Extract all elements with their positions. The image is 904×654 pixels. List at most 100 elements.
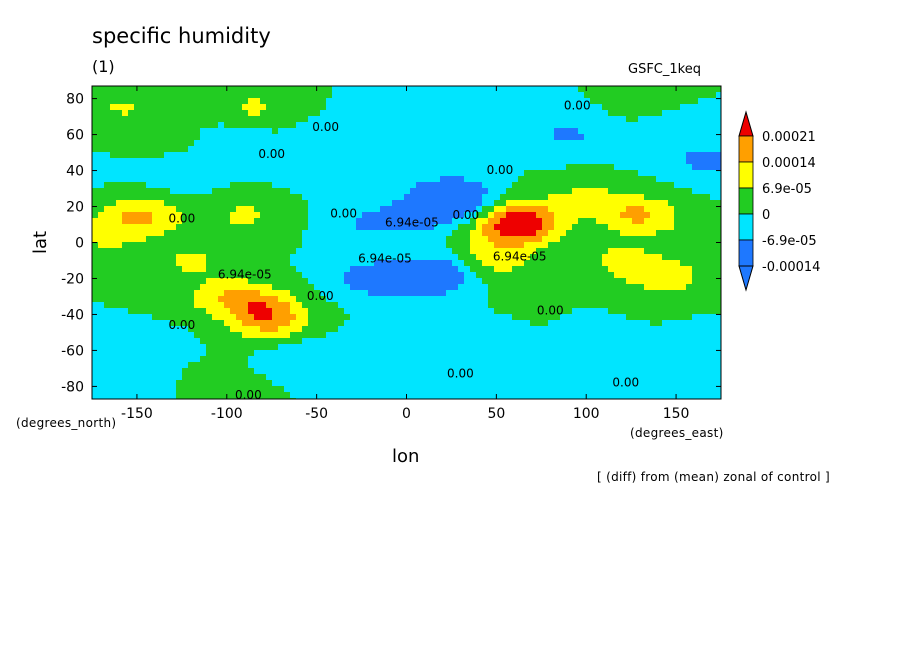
field-cell: [440, 158, 447, 165]
field-cell: [176, 146, 183, 153]
field-cell: [530, 176, 537, 183]
field-cell: [188, 200, 195, 207]
field-cell: [260, 212, 267, 219]
field-cell: [248, 212, 255, 219]
field-cell: [272, 224, 279, 231]
field-cell: [470, 260, 477, 267]
field-cell: [296, 386, 303, 393]
field-cell: [440, 308, 447, 315]
field-cell: [542, 392, 549, 399]
field-cell: [146, 164, 153, 171]
field-cell: [98, 266, 105, 273]
field-cell: [266, 260, 273, 267]
field-cell: [326, 266, 333, 273]
field-cell: [182, 200, 189, 207]
field-cell: [290, 134, 297, 141]
field-cell: [206, 104, 213, 111]
field-cell: [314, 326, 321, 333]
field-cell: [218, 392, 225, 399]
field-cell: [644, 350, 651, 357]
field-cell: [614, 98, 621, 105]
field-cell: [566, 98, 573, 105]
field-cell: [326, 212, 333, 219]
field-cell: [176, 290, 183, 297]
field-cell: [206, 152, 213, 159]
field-cell: [194, 308, 201, 315]
field-cell: [470, 296, 477, 303]
field-cell: [368, 308, 375, 315]
field-cell: [590, 128, 597, 135]
field-cell: [554, 260, 561, 267]
field-cell: [434, 362, 441, 369]
field-cell: [506, 152, 513, 159]
field-cell: [446, 116, 453, 123]
field-cell: [200, 224, 207, 231]
field-cell: [236, 194, 243, 201]
field-cell: [446, 314, 453, 321]
field-cell: [266, 170, 273, 177]
field-cell: [464, 344, 471, 351]
field-cell: [350, 224, 357, 231]
field-cell: [620, 344, 627, 351]
field-cell: [380, 122, 387, 129]
field-cell: [554, 290, 561, 297]
field-cell: [596, 380, 603, 387]
field-cell: [308, 308, 315, 315]
field-cell: [380, 152, 387, 159]
field-cell: [284, 392, 291, 399]
field-cell: [584, 146, 591, 153]
field-cell: [194, 188, 201, 195]
field-cell: [290, 164, 297, 171]
field-cell: [308, 170, 315, 177]
field-cell: [554, 302, 561, 309]
field-cell: [218, 356, 225, 363]
field-cell: [122, 110, 129, 117]
field-cell: [170, 242, 177, 249]
field-cell: [98, 260, 105, 267]
field-cell: [452, 128, 459, 135]
field-cell: [326, 356, 333, 363]
field-cell: [488, 152, 495, 159]
field-cell: [290, 254, 297, 261]
field-cell: [446, 260, 453, 267]
field-cell: [548, 164, 555, 171]
field-cell: [512, 260, 519, 267]
field-cell: [476, 362, 483, 369]
field-cell: [626, 254, 633, 261]
field-cell: [494, 254, 501, 261]
field-cell: [404, 296, 411, 303]
field-cell: [308, 236, 315, 243]
field-cell: [194, 164, 201, 171]
field-cell: [554, 92, 561, 99]
field-cell: [590, 110, 597, 117]
field-cell: [524, 314, 531, 321]
field-cell: [272, 326, 279, 333]
field-cell: [554, 86, 561, 93]
field-cell: [404, 272, 411, 279]
field-cell: [140, 296, 147, 303]
field-cell: [434, 134, 441, 141]
field-cell: [260, 200, 267, 207]
field-cell: [410, 266, 417, 273]
field-cell: [152, 236, 159, 243]
field-cell: [248, 206, 255, 213]
field-cell: [572, 200, 579, 207]
field-cell: [164, 380, 171, 387]
field-cell: [638, 116, 645, 123]
field-cell: [308, 128, 315, 135]
field-cell: [410, 308, 417, 315]
field-cell: [614, 254, 621, 261]
field-cell: [164, 134, 171, 141]
field-cell: [188, 92, 195, 99]
field-cell: [602, 338, 609, 345]
field-cell: [470, 272, 477, 279]
field-cell: [590, 236, 597, 243]
field-cell: [422, 314, 429, 321]
field-cell: [464, 110, 471, 117]
field-cell: [386, 278, 393, 285]
field-cell: [620, 272, 627, 279]
field-cell: [110, 320, 117, 327]
field-cell: [410, 380, 417, 387]
field-cell: [494, 176, 501, 183]
field-cell: [644, 368, 651, 375]
